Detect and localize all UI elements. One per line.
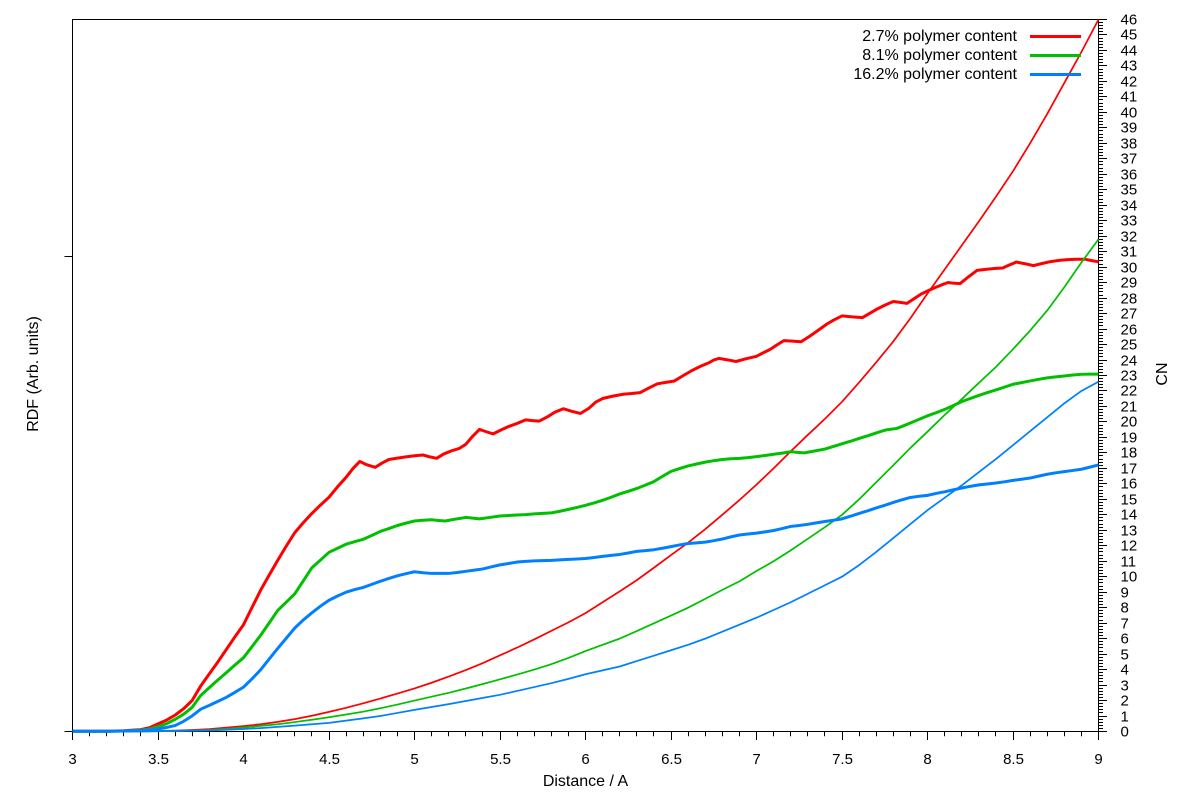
y-right-tick-label: 2 [1121,693,1129,710]
y-right-tick-label: 26 [1121,322,1138,339]
series-cn-8.1-polymer [72,238,1100,733]
y-right-tick-label: 18 [1121,445,1138,462]
y-right-tick-label: 35 [1121,182,1138,199]
y-right-tick-label: 21 [1121,399,1138,416]
y-right-tick-label: 22 [1121,383,1138,400]
y-right-tick-label: 24 [1121,353,1138,370]
y-right-tick-label: 0 [1121,724,1129,741]
y-right-tick-label: 5 [1121,647,1129,664]
y-right-tick-label: 42 [1121,74,1138,91]
x-tick-label: 4.5 [319,751,340,768]
x-tick-label: 5 [410,751,418,768]
y-right-tick-label: 30 [1121,260,1138,277]
x-tick-label: 5.5 [490,751,511,768]
y-right-tick-label: 10 [1121,569,1138,586]
y-right-tick-label: 13 [1121,523,1138,540]
series-rdf-8.1-polymer [72,372,1099,733]
y-right-tick-label: 36 [1121,167,1138,184]
y-right-tick-label: 46 [1121,12,1138,29]
y-right-tick-label: 20 [1121,414,1138,431]
y-right-tick-label: 9 [1121,585,1129,602]
x-tick-label: 3.5 [148,751,169,768]
x-tick-label: 8.5 [1003,751,1024,768]
series-group [72,19,1100,733]
y-right-tick-label: 41 [1121,89,1138,106]
y-right-tick-label: 1 [1121,709,1129,726]
y-right-tick-label: 19 [1121,430,1138,447]
series-cn-16.2-polymer [72,380,1099,733]
y-right-tick-label: 29 [1121,275,1138,292]
y-right-tick-label: 15 [1121,492,1138,509]
series-rdf-16.2-polymer [72,463,1099,733]
series-rdf-2.7-polymer [72,257,1099,733]
y-right-tick-label: 44 [1121,43,1138,60]
x-axis-title: Distance / A [542,773,629,791]
y-right-tick-label: 33 [1121,213,1138,230]
y-right-tick-label: 12 [1121,538,1138,555]
axis-ticks [64,19,1107,740]
y-right-tick-label: 8 [1121,600,1129,617]
y-right-tick-label: 27 [1121,306,1138,323]
y-right-tick-label: 28 [1121,291,1138,308]
series-cn-2.7-polymer [72,19,1100,733]
y-axis-title-left: RDF (Arb. units) [24,316,42,432]
y-axis-title-right: CN [1153,362,1171,386]
y-right-tick-label: 34 [1121,198,1138,215]
y-right-tick-label: 17 [1121,461,1138,478]
x-tick-label: 7.5 [832,751,853,768]
y-right-tick-label: 14 [1121,507,1138,524]
y-right-tick-label: 23 [1121,368,1138,385]
plot-border [72,19,1099,732]
y-right-tick-label: 40 [1121,105,1138,122]
y-right-tick-label: 6 [1121,631,1129,648]
y-right-tick-label: 43 [1121,58,1138,75]
y-right-tick-label: 7 [1121,616,1129,633]
y-right-tick-label: 16 [1121,476,1138,493]
x-tick-label: 4 [239,751,247,768]
y-right-tick-label: 4 [1121,662,1129,679]
x-tick-label: 6 [581,751,589,768]
y-right-tick-label: 3 [1121,678,1129,695]
y-right-tick-label: 38 [1121,136,1138,153]
x-tick-label: 7 [752,751,760,768]
y-right-tick-label: 37 [1121,151,1138,168]
y-right-tick-label: 45 [1121,27,1138,44]
y-right-tick-label: 11 [1121,554,1137,571]
x-tick-label: 3 [68,751,76,768]
y-right-tick-label: 31 [1121,244,1138,261]
tick-labels: 3 3.5 4 4.5 5 5.5 6 6.5 7 7.5 8 8.5 9012345678910111… [68,12,1137,768]
x-tick-label: 6.5 [661,751,682,768]
y-right-tick-label: 32 [1121,229,1138,246]
x-tick-label: 9 [1094,751,1102,768]
y-right-tick-label: 39 [1121,120,1138,137]
y-right-tick-label: 25 [1121,337,1138,354]
x-tick-label: 8 [923,751,931,768]
